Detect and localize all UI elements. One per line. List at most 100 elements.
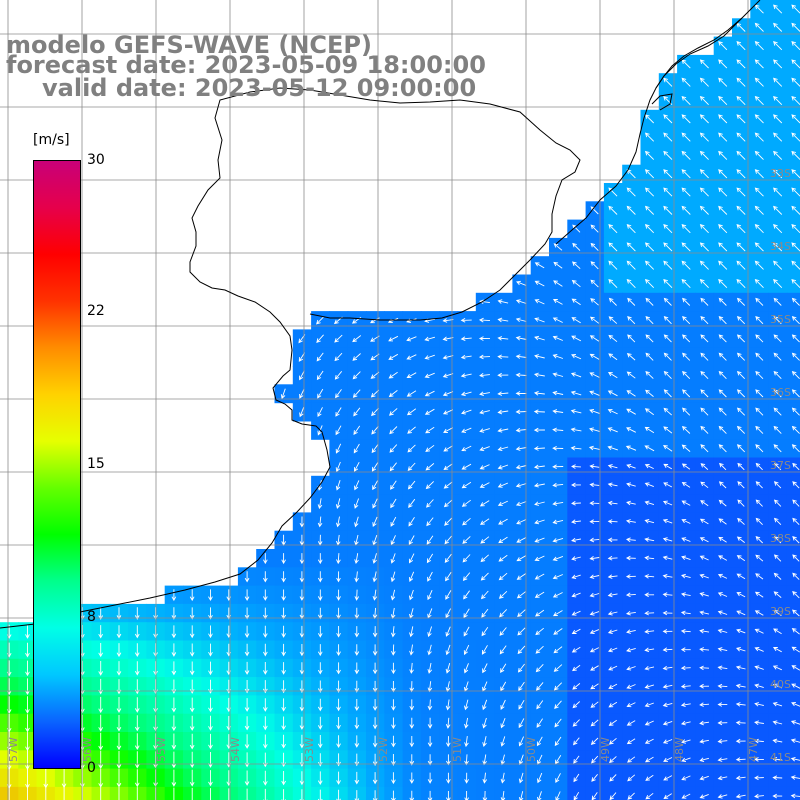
wind-arrow — [609, 774, 617, 782]
wind-arrow — [372, 571, 378, 583]
wind-arrow — [717, 573, 728, 579]
wind-arrow — [552, 592, 563, 598]
wind-arrow — [516, 591, 526, 599]
wind-arrow — [627, 316, 636, 325]
wind-arrow — [427, 662, 433, 674]
wind-arrow — [571, 628, 581, 634]
coastline-north — [555, 0, 761, 245]
wind-arrow — [134, 751, 140, 769]
wind-arrow — [754, 242, 764, 252]
wind-arrow — [625, 610, 636, 616]
wind-arrow — [645, 334, 654, 343]
wind-arrow — [210, 788, 211, 800]
wind-arrow — [500, 718, 506, 729]
wind-arrow — [406, 390, 417, 397]
wind-arrow — [773, 205, 783, 215]
wind-arrow — [553, 280, 563, 287]
wind-arrow — [409, 662, 414, 674]
wind-arrow — [681, 555, 691, 561]
wind-arrow — [391, 699, 396, 711]
wind-arrow — [263, 788, 268, 800]
wind-arrow — [571, 335, 582, 342]
wind-cell — [786, 164, 800, 184]
lat-label: 40S — [770, 678, 791, 691]
wind-arrow — [571, 646, 581, 653]
wind-arrow — [244, 589, 250, 602]
wind-arrow — [626, 702, 636, 708]
wind-arrow — [736, 610, 746, 616]
wind-arrow — [773, 260, 783, 270]
wind-arrow — [608, 353, 618, 361]
wind-arrow — [625, 574, 636, 579]
wind-arrow — [244, 734, 250, 749]
wind-arrow — [773, 499, 782, 507]
wind-arrow — [681, 573, 691, 579]
wind-arrow — [445, 590, 452, 600]
wind-arrow — [336, 771, 341, 785]
wind-arrow — [444, 535, 452, 545]
wind-arrow — [644, 242, 655, 252]
wind-arrow — [645, 389, 654, 397]
wind-arrow — [717, 683, 728, 689]
wind-arrow — [699, 114, 709, 124]
wind-arrow — [208, 661, 213, 676]
wind-arrow — [27, 785, 28, 800]
wind-arrow — [609, 756, 617, 764]
wind-arrow — [791, 334, 800, 343]
wind-arrow — [607, 537, 618, 543]
wind-arrow — [773, 4, 783, 14]
wind-arrow — [244, 680, 250, 694]
wind-arrow — [425, 426, 435, 434]
wind-arrow — [754, 59, 764, 69]
wind-arrow — [517, 609, 526, 618]
wind-arrow — [754, 738, 764, 744]
wind-arrow — [281, 625, 286, 638]
wind-arrow — [681, 278, 691, 289]
wind-arrow — [792, 572, 800, 580]
wind-arrow — [134, 625, 140, 639]
wind-arrow — [335, 461, 341, 473]
wind-arrow — [607, 519, 618, 524]
wind-arrow — [718, 370, 727, 380]
wind-arrow — [773, 425, 782, 434]
wind-arrow — [681, 260, 691, 270]
wind-arrow — [644, 132, 655, 142]
wind-arrow — [662, 537, 673, 542]
wind-arrow — [773, 334, 782, 343]
wind-arrow — [462, 517, 471, 526]
wind-arrow — [372, 589, 378, 601]
wind-arrow — [244, 625, 250, 639]
wind-arrow — [553, 628, 563, 635]
wind-arrow — [663, 334, 672, 343]
wind-arrow — [644, 260, 655, 270]
wind-arrow — [442, 355, 454, 360]
lat-label: 35S — [770, 313, 791, 326]
wind-arrow — [718, 407, 727, 416]
wind-arrow — [607, 592, 618, 598]
wind-arrow — [626, 169, 636, 179]
wind-arrow — [479, 373, 490, 378]
wind-arrow — [352, 389, 361, 398]
wind-arrow — [536, 736, 543, 747]
wind-arrow — [424, 390, 435, 397]
wind-cell — [530, 786, 550, 800]
wind-arrow — [718, 334, 727, 343]
wind-arrow — [317, 735, 323, 749]
wind-arrow — [645, 352, 654, 361]
wind-arrow — [515, 427, 527, 433]
wind-arrow — [552, 501, 564, 506]
wind-arrow — [390, 644, 396, 656]
wind-arrow — [590, 261, 599, 270]
wind-arrow — [208, 697, 213, 713]
lon-label: 51W — [451, 737, 464, 762]
wind-arrow — [791, 389, 800, 398]
wind-arrow — [718, 150, 728, 160]
wind-arrow — [317, 789, 323, 800]
wind-arrow — [791, 701, 800, 707]
wind-arrow — [463, 644, 470, 656]
wind-arrow — [571, 610, 581, 616]
wind-arrow — [699, 242, 709, 252]
wind-arrow — [336, 626, 341, 638]
wind-arrow — [208, 589, 213, 602]
wind-arrow — [134, 715, 140, 732]
